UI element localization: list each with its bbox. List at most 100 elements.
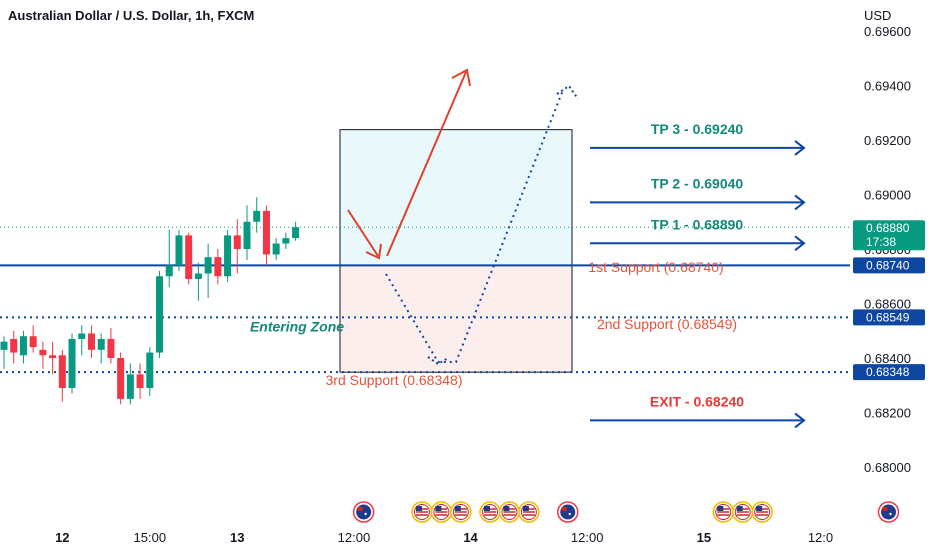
candle-body <box>97 338 105 350</box>
candle-body <box>175 235 183 266</box>
y-tick-label: 0.69000 <box>864 188 911 203</box>
zones-layer <box>339 129 573 373</box>
level-tag-2-bg <box>853 309 925 326</box>
candle-body <box>107 338 115 358</box>
y-tick-label: 0.69200 <box>864 133 911 148</box>
candle-body <box>272 243 280 255</box>
candle-body <box>156 276 164 353</box>
down-arrow-shaft <box>347 209 379 257</box>
us-flag-canton-icon <box>717 506 724 511</box>
x-tick-label: 12:00 <box>571 530 604 545</box>
candle-body <box>204 257 212 274</box>
up-arrow-head <box>451 68 471 87</box>
us-flag-canton-icon <box>435 506 442 511</box>
currency-label: USD <box>864 8 891 23</box>
y-tick-label: 0.68200 <box>864 406 911 421</box>
support-label-2: 2nd Support (0.68549) <box>597 316 737 332</box>
x-axis[interactable]: 12 15:00 13 12:00 14 12:00 15 12:0 <box>55 530 833 545</box>
candle-body <box>10 338 18 353</box>
candle-body <box>19 336 27 356</box>
x-tick-label: 12:00 <box>338 530 371 545</box>
target-arrow-head-3 <box>794 235 806 252</box>
candle-body <box>262 210 270 255</box>
target-label-1: TP 3 - 0.69240 <box>651 121 744 137</box>
target-label-2: TP 2 - 0.69040 <box>651 175 744 191</box>
target-arrow-head-2 <box>794 194 806 211</box>
support-label-3: 3rd Support (0.68348) <box>326 372 463 388</box>
target-label-4: EXIT - 0.68240 <box>650 393 744 409</box>
au-flag-star-icon <box>889 512 892 516</box>
projected-path-arrowhead <box>556 84 579 100</box>
chart-title: Australian Dollar / U.S. Dollar, 1h, FXC… <box>8 8 254 23</box>
x-tick-label: 12:0 <box>808 530 833 545</box>
candle-body <box>136 374 144 388</box>
event-icons <box>352 501 900 523</box>
x-tick-label: 15 <box>697 530 711 545</box>
entry-zone-lower <box>339 264 573 373</box>
candle-body <box>194 273 202 279</box>
candle-body <box>58 355 66 388</box>
x-tick-label: 13 <box>230 530 244 545</box>
candle-body <box>126 374 134 399</box>
y-tick-label: 0.68400 <box>864 351 911 366</box>
candle-body <box>78 333 86 339</box>
y-tick-label: 0.69600 <box>864 24 911 39</box>
candle-body <box>39 349 47 356</box>
annotations-layer: TP 3 - 0.69240 TP 2 - 0.69040 TP 1 - 0.688… <box>250 68 806 429</box>
target-arrow-head-1 <box>794 140 806 156</box>
y-axis[interactable]: 0.680000.682000.684000.686000.688000.690… <box>853 24 925 475</box>
au-flag-star-icon <box>568 512 571 516</box>
us-flag-canton-icon <box>454 506 461 511</box>
candle-body <box>29 336 37 348</box>
au-flag-union-icon <box>882 507 888 511</box>
down-arrow-head <box>365 243 382 260</box>
x-tick-label: 12 <box>55 530 69 545</box>
support-label-1: 1st Support (0.68740) <box>588 259 723 275</box>
candle-body <box>117 358 125 399</box>
levels-layer <box>0 226 850 374</box>
au-flag-union-icon <box>357 507 363 511</box>
y-tick-label: 0.69400 <box>864 79 911 94</box>
candle-body <box>243 221 251 249</box>
target-arrow-head-4 <box>794 412 806 429</box>
level-tag-1-value: 0.68740 <box>866 258 910 272</box>
candle-body <box>0 341 8 350</box>
candle-body <box>68 338 76 388</box>
level-tag-2-value: 0.68549 <box>866 310 910 324</box>
current-price-tag-value: 0.68880 <box>866 221 910 235</box>
level-tag-1-bg <box>853 257 925 274</box>
candle-body <box>87 333 95 350</box>
au-flag-star-icon <box>364 512 367 516</box>
us-flag-canton-icon <box>503 506 510 511</box>
candle-body <box>224 235 232 277</box>
au-flag-icon <box>560 504 576 520</box>
x-tick-label: 14 <box>463 530 478 545</box>
up-arrow-shaft <box>386 71 467 257</box>
us-flag-canton-icon <box>415 506 422 511</box>
y-tick-label: 0.68000 <box>864 460 911 475</box>
x-tick-label: 15:00 <box>134 530 167 545</box>
us-flag-canton-icon <box>484 506 490 511</box>
au-flag-icon <box>356 504 372 520</box>
candle-body <box>49 355 57 358</box>
au-flag-union-icon <box>561 507 567 511</box>
us-flag-canton-icon <box>522 506 529 511</box>
au-flag-icon <box>881 504 897 520</box>
zone-label: Entering Zone <box>250 318 344 334</box>
us-flag-canton-icon <box>736 506 743 511</box>
current-price-tag-bg <box>853 220 925 251</box>
candle-body <box>214 257 222 277</box>
candle-body <box>233 235 241 249</box>
level-tag-3-bg <box>853 364 925 381</box>
candle-body <box>292 227 300 239</box>
y-tick-label: 0.68600 <box>864 297 911 312</box>
candle-body <box>282 238 290 244</box>
level-tag-3-value: 0.68348 <box>866 365 910 379</box>
candle-body <box>146 352 154 388</box>
candles-layer <box>0 197 300 405</box>
candle-body <box>253 210 261 222</box>
current-price-tag-countdown: 17:38 <box>866 235 896 249</box>
target-label-3: TP 1 - 0.68890 <box>651 216 744 232</box>
candle-body <box>165 265 173 277</box>
